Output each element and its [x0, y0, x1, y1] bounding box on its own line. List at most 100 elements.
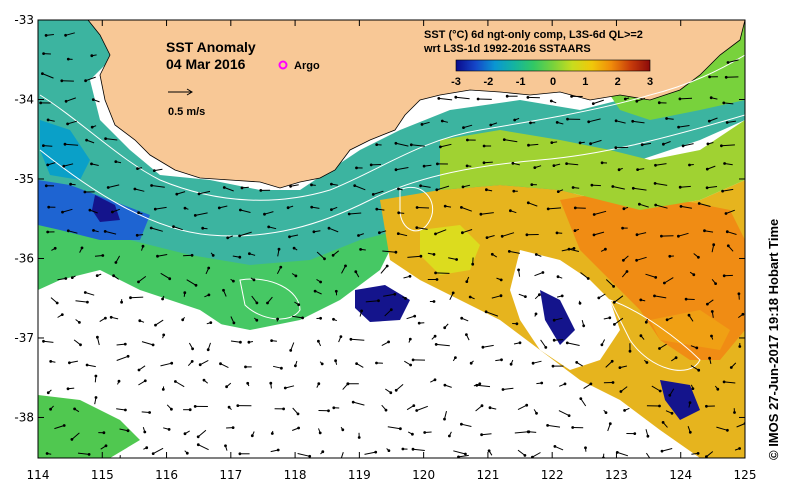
- current-arrow-head: [665, 117, 668, 120]
- current-arrow-head: [202, 378, 206, 382]
- current-arrow: [116, 355, 129, 361]
- current-arrow-head: [39, 101, 43, 105]
- lon-tick-label: 117: [219, 468, 242, 482]
- current-arrow-head: [507, 250, 511, 253]
- current-arrow-head: [294, 364, 297, 368]
- current-arrow-head: [231, 426, 235, 430]
- current-arrow: [554, 445, 564, 451]
- current-arrow: [436, 185, 450, 191]
- current-arrow-head: [297, 303, 301, 307]
- current-arrow-head: [530, 183, 534, 187]
- current-arrow-head: [397, 211, 401, 215]
- current-arrow-head: [591, 102, 595, 105]
- current-arrow-head: [726, 61, 730, 64]
- current-arrow-head: [570, 95, 573, 98]
- current-arrow-head: [150, 184, 154, 187]
- current-arrow: [85, 76, 96, 82]
- lon-tick-label: 119: [348, 468, 371, 482]
- lon-tick-label: 123: [605, 468, 628, 482]
- current-arrow: [727, 120, 736, 123]
- current-arrow-head: [190, 360, 194, 363]
- current-arrow-head: [712, 243, 716, 247]
- current-arrow-head: [556, 190, 560, 194]
- current-arrow-head: [608, 316, 612, 320]
- current-arrow-head: [394, 141, 398, 145]
- current-arrow: [704, 230, 714, 233]
- current-arrow: [567, 342, 580, 346]
- lon-tick-label: 124: [669, 468, 692, 482]
- current-arrow-head: [697, 255, 700, 259]
- current-arrow-head: [151, 452, 155, 456]
- current-arrow-head: [148, 411, 152, 414]
- current-arrow-head: [660, 449, 664, 453]
- current-arrow-head: [145, 446, 149, 450]
- current-arrow-head: [126, 354, 130, 358]
- current-arrow-head: [462, 126, 465, 129]
- current-arrow-head: [480, 404, 484, 408]
- current-arrow-head: [53, 246, 57, 250]
- current-arrow-head: [623, 97, 627, 101]
- credit-text: © IMOS 27-Jun-2017 19:18 Hobart Time: [766, 219, 781, 460]
- current-arrow-head: [334, 359, 338, 363]
- current-arrow-head: [622, 207, 626, 211]
- current-arrow-head: [571, 186, 575, 189]
- current-arrow-head: [224, 444, 227, 448]
- current-arrow-head: [377, 299, 380, 303]
- current-arrow-head: [85, 363, 89, 367]
- current-arrow-head: [478, 382, 482, 386]
- current-arrow: [68, 230, 78, 234]
- current-arrow: [614, 317, 624, 325]
- current-arrow: [71, 432, 80, 440]
- current-arrow-head: [161, 388, 165, 391]
- current-arrow: [119, 428, 129, 432]
- current-arrow-head: [154, 323, 157, 327]
- current-arrow-head: [526, 201, 530, 205]
- current-arrow-head: [61, 210, 64, 214]
- current-arrow: [509, 250, 520, 254]
- current-arrow: [722, 188, 734, 192]
- current-arrow-head: [354, 270, 358, 274]
- current-arrow-head: [62, 424, 66, 427]
- current-arrow-head: [433, 334, 437, 338]
- current-arrow-head: [540, 381, 544, 385]
- current-arrow-head: [710, 334, 713, 338]
- current-arrow-head: [244, 365, 247, 369]
- current-arrow-head: [95, 274, 99, 278]
- current-arrow-head: [141, 244, 145, 248]
- current-arrow-head: [408, 337, 412, 341]
- current-arrow-head: [385, 264, 389, 268]
- current-arrow-head: [552, 338, 556, 342]
- current-arrow: [65, 32, 75, 36]
- current-arrow-head: [86, 300, 89, 304]
- current-arrow: [69, 360, 78, 364]
- current-arrow-head: [137, 211, 141, 215]
- current-arrow: [251, 295, 258, 304]
- current-arrow: [491, 295, 502, 299]
- current-arrow: [407, 255, 421, 258]
- current-arrow: [504, 139, 518, 143]
- colorbar-tick-label: -2: [483, 76, 493, 88]
- current-arrow-head: [44, 34, 48, 37]
- current-arrow-head: [678, 97, 682, 101]
- current-arrow-head: [466, 138, 469, 142]
- current-arrow: [63, 163, 74, 167]
- current-arrow-head: [277, 247, 281, 251]
- current-arrow-head: [705, 455, 708, 458]
- lat-tick-label: -34: [14, 92, 34, 106]
- plot-frame: [37, 19, 746, 459]
- current-arrow: [290, 342, 295, 351]
- current-arrow-head: [60, 79, 64, 83]
- current-arrow-head: [172, 225, 175, 229]
- current-arrow-head: [357, 436, 361, 439]
- current-arrow-head: [183, 291, 187, 295]
- current-arrow-head: [500, 358, 503, 362]
- current-arrow-head: [586, 277, 590, 280]
- current-arrow-head: [578, 301, 582, 305]
- current-arrow: [116, 343, 126, 346]
- current-arrow: [186, 279, 197, 286]
- current-arrow-head: [94, 396, 98, 399]
- current-arrow-head: [705, 167, 709, 171]
- scale-label: 0.5 m/s: [168, 106, 205, 118]
- current-arrow-head: [319, 316, 323, 320]
- current-arrow-head: [485, 236, 489, 240]
